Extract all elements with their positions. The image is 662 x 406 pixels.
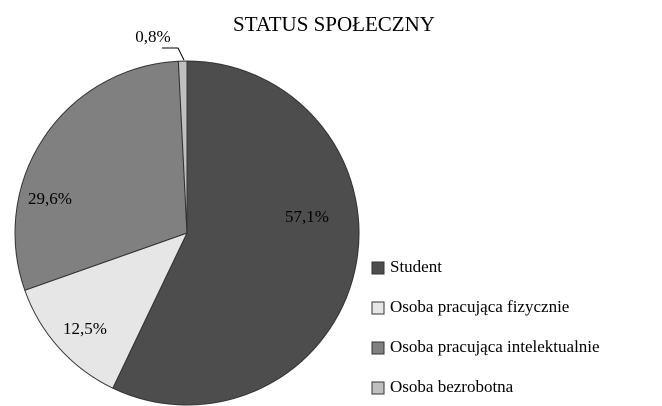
pie-slice — [24, 232, 188, 389]
legend-swatch — [371, 301, 385, 315]
legend-label: Osoba bezrobotna — [390, 377, 514, 396]
legend-label: Osoba pracująca intelektualnie — [390, 337, 600, 356]
legend-swatch — [371, 261, 385, 275]
pie-slice — [14, 60, 188, 291]
data-label: 29,6% — [28, 189, 72, 208]
leader-line — [162, 47, 185, 61]
data-label: 12,5% — [63, 319, 107, 338]
legend-swatch — [371, 381, 385, 395]
chart-title: STATUS SPOŁECZNY — [233, 12, 435, 36]
pie-slice — [177, 60, 188, 234]
legend-swatch — [371, 341, 385, 355]
data-label: 57,1% — [285, 207, 329, 226]
legend-label: Osoba pracująca fizycznie — [390, 297, 569, 316]
legend-label: Student — [390, 257, 442, 276]
data-label: 0,8% — [135, 27, 170, 46]
pie-slice — [112, 60, 360, 406]
